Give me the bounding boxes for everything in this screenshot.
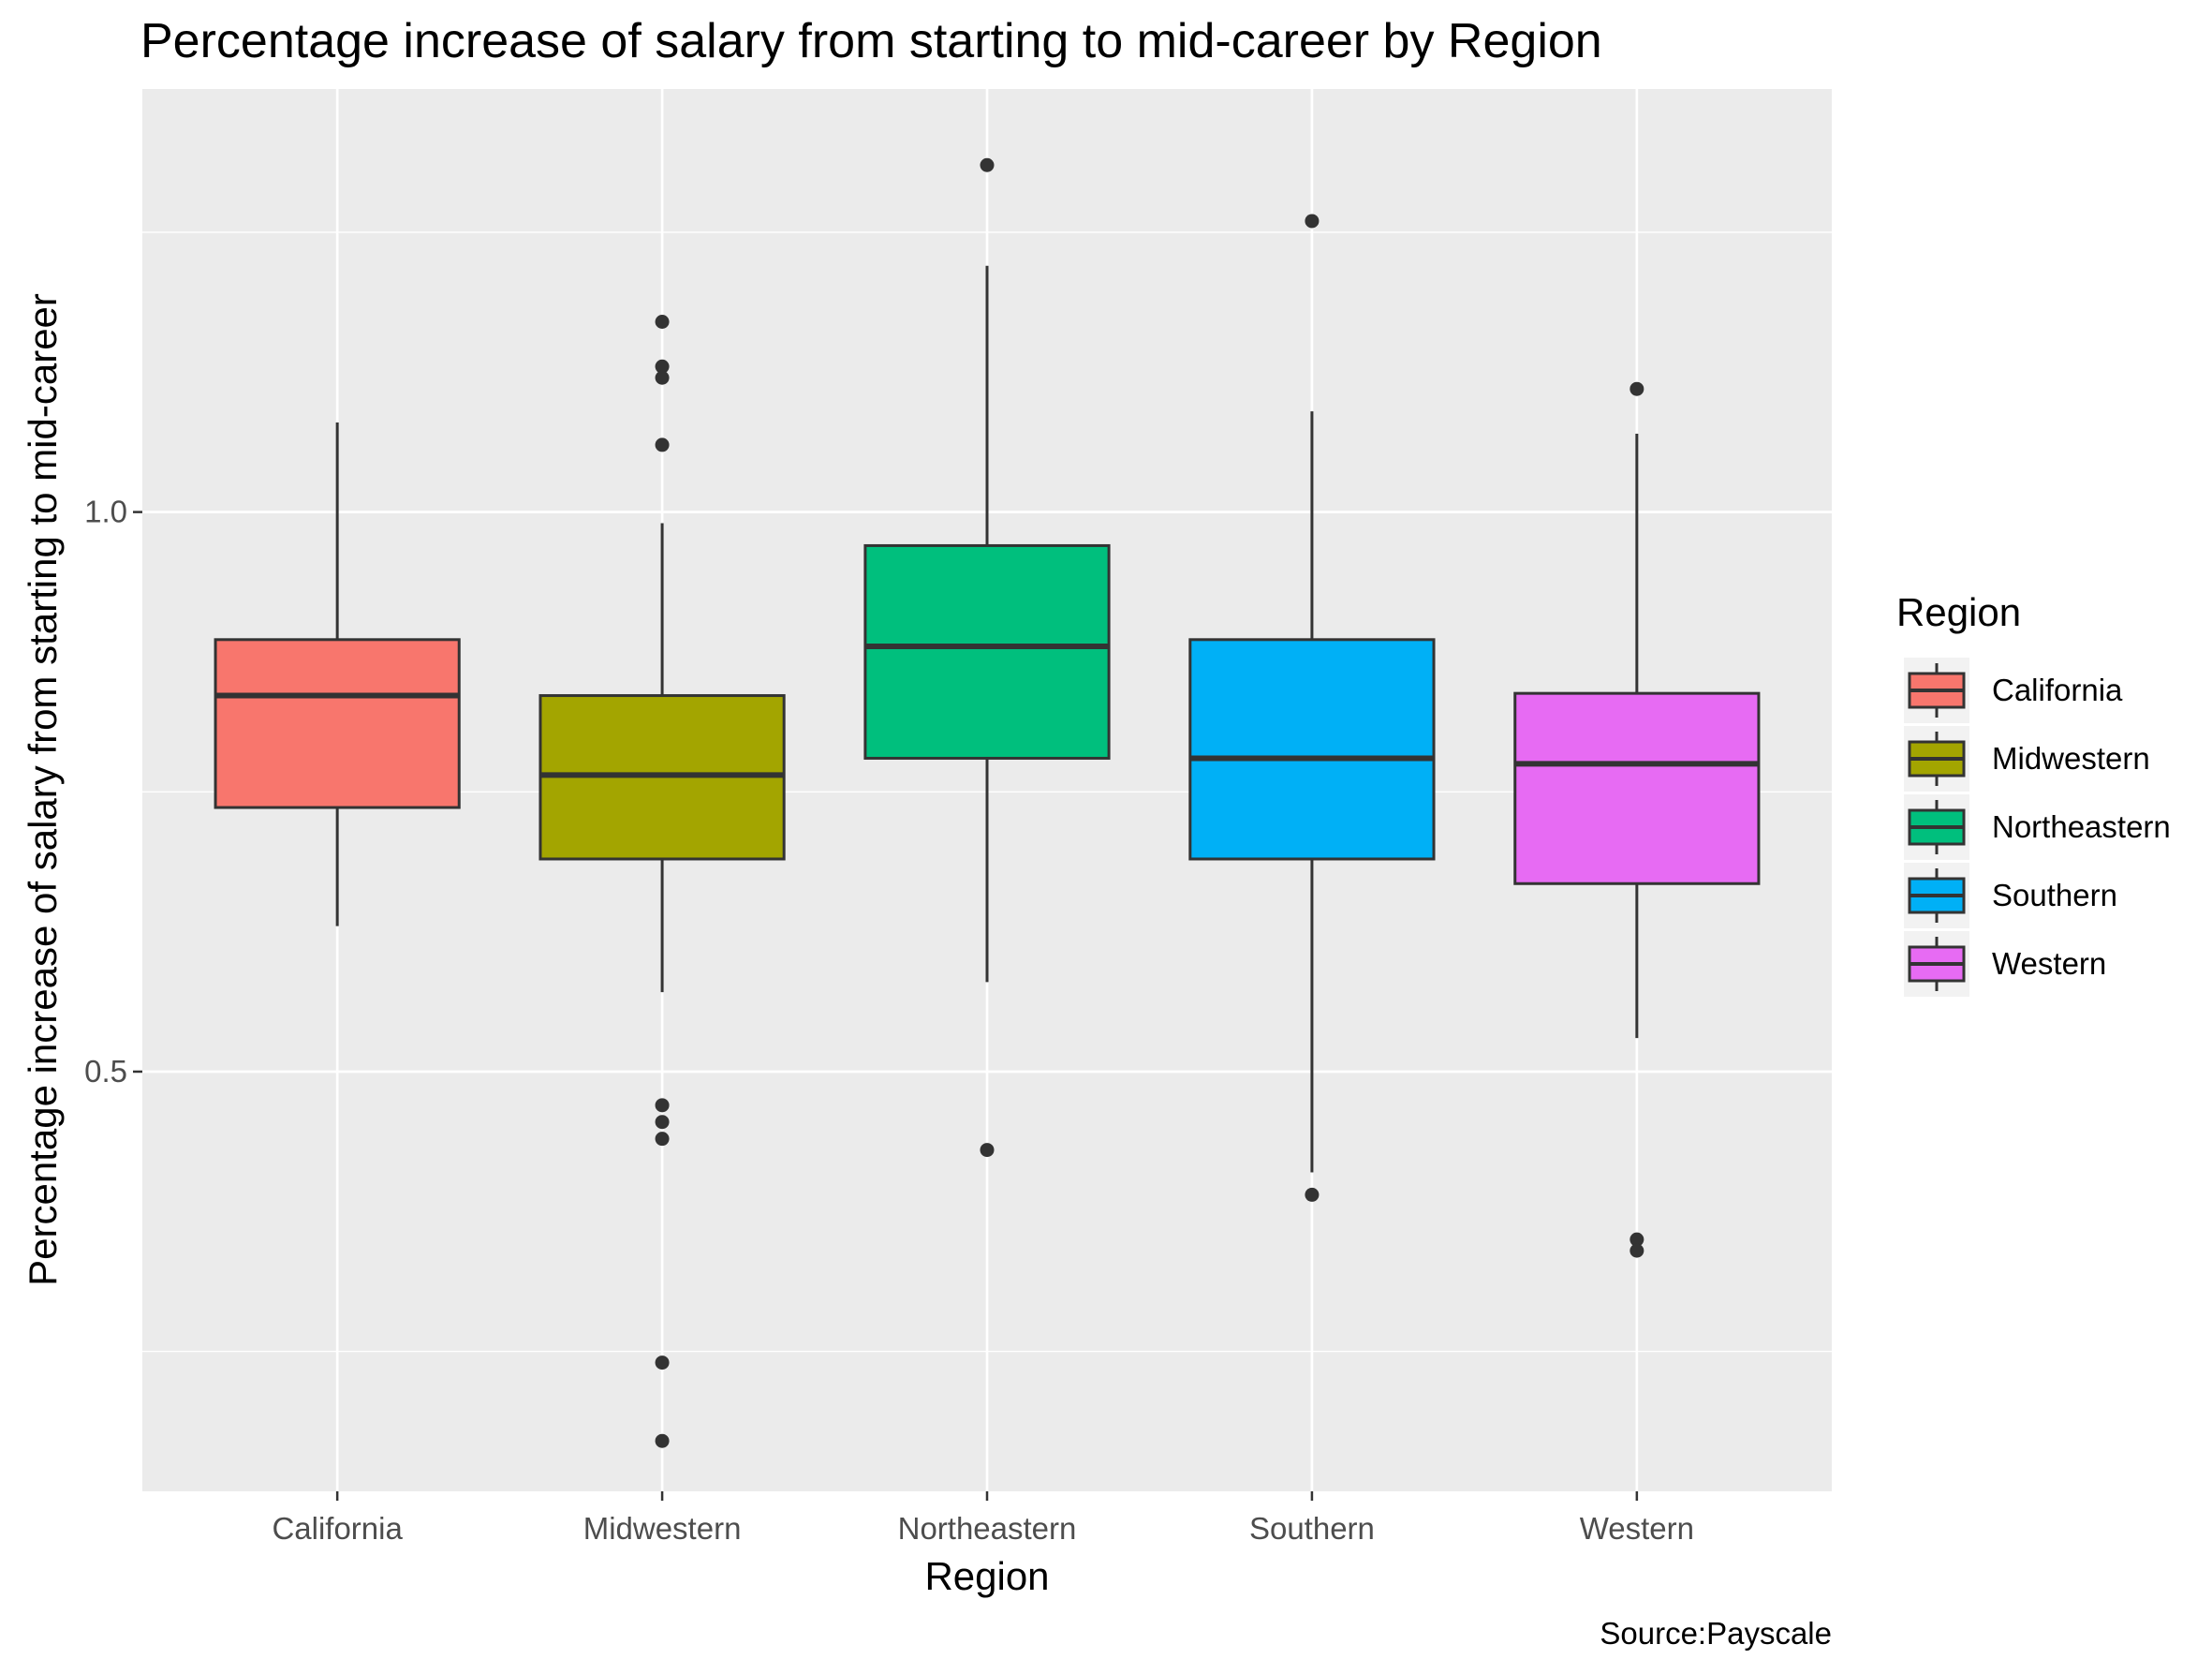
outlier-point <box>1630 1232 1644 1247</box>
outlier-point <box>655 370 670 385</box>
outlier-point <box>655 437 670 452</box>
outlier-point <box>655 1433 670 1448</box>
legend-item-california: California <box>1904 658 2123 723</box>
legend-label: Northeastern <box>1992 809 2171 844</box>
box-body <box>1188 638 1436 861</box>
x-tick-label: Northeastern <box>898 1511 1077 1546</box>
legend: Region California Midwestern Northeastern S… <box>1896 590 2171 997</box>
y-tick-label: 0.5 <box>84 1054 127 1089</box>
outlier-point <box>1630 1243 1644 1258</box>
legend-label: Western <box>1992 946 2106 981</box>
box-western <box>1513 381 1761 1258</box>
outlier-point <box>1305 214 1320 229</box>
outlier-point <box>655 315 670 330</box>
outlier-point <box>655 1115 670 1130</box>
box-body <box>1513 691 1761 885</box>
outlier-point <box>655 1098 670 1113</box>
x-tick-label: Southern <box>1249 1511 1375 1546</box>
y-tick-label: 1.0 <box>84 495 127 529</box>
legend-title: Region <box>1896 590 2021 634</box>
box-california <box>214 422 461 926</box>
outlier-point <box>980 1143 995 1158</box>
x-tick-label: Midwestern <box>583 1511 742 1546</box>
legend-label: Southern <box>1992 878 2117 912</box>
legend-item-northeastern: Northeastern <box>1904 794 2171 860</box>
outlier-point <box>655 359 670 374</box>
chart-title: Percentage increase of salary from start… <box>140 14 1602 68</box>
legend-label: California <box>1992 673 2123 707</box>
outlier-point <box>1630 381 1644 396</box>
x-axis-ticks: California Midwestern Northeastern Southern… <box>272 1491 1694 1546</box>
x-axis-title: Region <box>924 1554 1049 1598</box>
box-series <box>214 157 1761 1448</box>
box-northeastern <box>863 157 1111 1158</box>
box-southern <box>1188 214 1436 1202</box>
box-body <box>214 638 461 809</box>
outlier-point <box>980 157 995 172</box>
x-tick-label: Western <box>1580 1511 1694 1546</box>
source-caption: Source:Payscale <box>1600 1616 1832 1651</box>
outlier-point <box>655 1355 670 1370</box>
box-midwestern <box>538 315 786 1448</box>
legend-item-western: Western <box>1904 931 2106 997</box>
legend-item-midwestern: Midwestern <box>1904 726 2150 792</box>
legend-item-southern: Southern <box>1904 863 2117 928</box>
y-axis-title: Percentage increase of salary from start… <box>21 293 65 1286</box>
legend-label: Midwestern <box>1992 741 2150 776</box>
x-tick-label: California <box>272 1511 403 1546</box>
y-axis-ticks: 0.5 1.0 <box>84 495 142 1089</box>
outlier-point <box>1305 1187 1320 1202</box>
box-body <box>863 543 1111 760</box>
outlier-point <box>655 1132 670 1147</box>
